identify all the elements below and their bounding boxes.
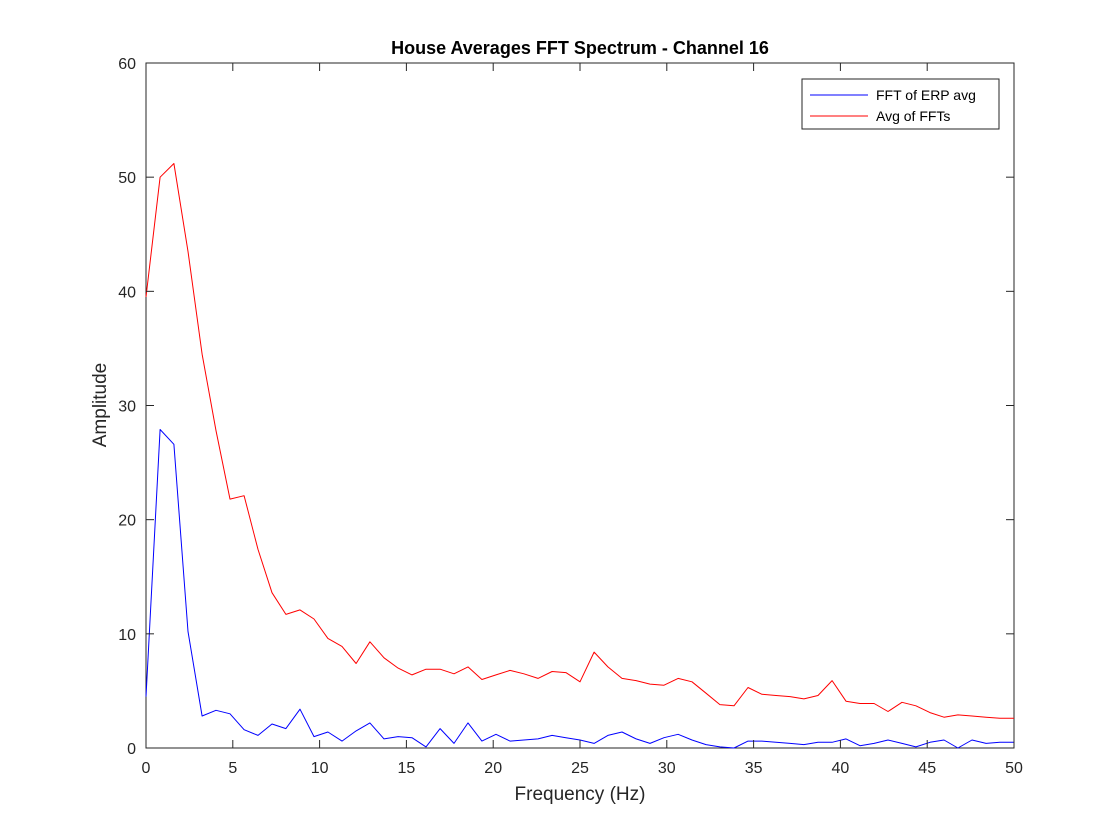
x-tick-label: 45 — [918, 760, 936, 777]
y-axis-label: Amplitude — [90, 363, 111, 448]
y-tick-label: 30 — [118, 399, 136, 416]
x-tick-label: 40 — [832, 760, 850, 777]
x-tick-label: 50 — [1005, 760, 1023, 777]
x-tick-label: 5 — [228, 760, 237, 777]
legend-box — [801, 78, 1000, 130]
legend-label-avg-of-ffts: Avg of FFTs — [876, 108, 950, 124]
y-tick-label: 0 — [127, 741, 136, 758]
y-tick-label: 60 — [118, 56, 136, 73]
y-tick-label: 20 — [118, 513, 136, 530]
series-line-avg-of-ffts — [145, 163, 1014, 719]
plot-area — [145, 62, 1015, 749]
y-tick-label: 10 — [118, 627, 136, 644]
ticks-layer: 0 5 10 15 20 25 30 35 40 45 50 0 10 20 30 40 50 60 — [118, 56, 1023, 777]
x-tick-label: 15 — [398, 760, 416, 777]
x-tick-label: 35 — [745, 760, 763, 777]
legend: FFT of ERP avg Avg of FFTs — [801, 78, 1000, 130]
legend-label-fft-of-erp-avg: FFT of ERP avg — [876, 87, 976, 103]
chart-title: House Averages FFT Spectrum - Channel 16 — [391, 38, 769, 58]
x-tick-label: 20 — [484, 760, 502, 777]
y-tick-label: 40 — [118, 284, 136, 301]
x-tick-label: 0 — [142, 760, 151, 777]
x-axis-label: Frequency (Hz) — [515, 784, 646, 805]
y-tick-label: 50 — [118, 170, 136, 187]
x-tick-label: 30 — [658, 760, 676, 777]
x-tick-label: 10 — [311, 760, 329, 777]
x-tick-label: 25 — [571, 760, 589, 777]
